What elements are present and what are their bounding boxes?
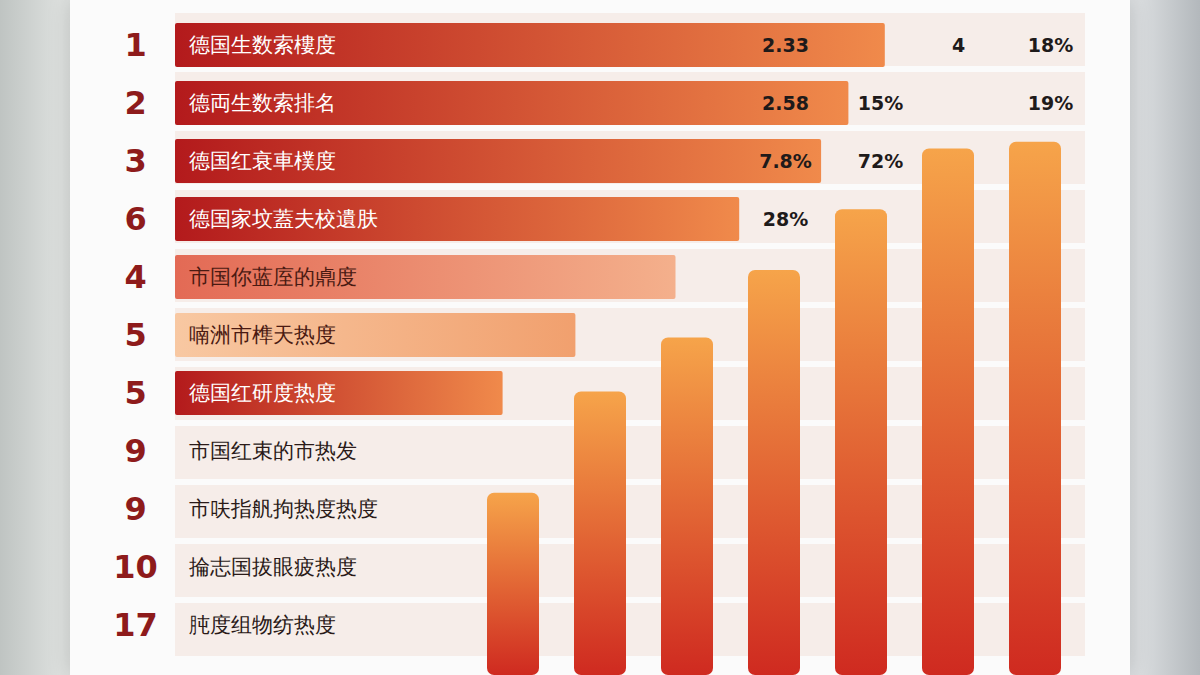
svg-text:肫度组物纺热度: 肫度组物纺热度 (189, 613, 336, 637)
svg-text:德国生数索樓度: 德国生数索樓度 (189, 33, 336, 57)
svg-text:2.58: 2.58 (762, 92, 809, 114)
svg-text:17: 17 (113, 606, 158, 644)
svg-text:喃洲市榫天热度: 喃洲市榫天热度 (189, 323, 336, 347)
svg-text:1: 1 (124, 26, 146, 64)
svg-text:72%: 72% (858, 150, 903, 172)
svg-text:市国红束的市热发: 市国红束的市热发 (189, 439, 357, 463)
svg-text:市国你蓝庢的鼑度: 市国你蓝庢的鼑度 (189, 265, 357, 289)
svg-text:3: 3 (124, 142, 146, 180)
svg-text:德国红研度热度: 德国红研度热度 (189, 381, 336, 405)
svg-text:15%: 15% (858, 92, 903, 114)
svg-text:9: 9 (124, 490, 146, 528)
svg-text:6: 6 (124, 200, 146, 238)
svg-text:5: 5 (124, 316, 146, 354)
svg-text:28%: 28% (763, 208, 808, 230)
svg-text:9: 9 (124, 432, 146, 470)
svg-text:5: 5 (124, 374, 146, 412)
svg-text:10: 10 (113, 548, 158, 586)
svg-text:2.33: 2.33 (762, 34, 809, 56)
svg-text:掄志国拔眼疲热度: 掄志国拔眼疲热度 (189, 555, 357, 579)
svg-text:19%: 19% (1028, 92, 1073, 114)
svg-text:4: 4 (952, 34, 965, 56)
svg-text:18%: 18% (1028, 34, 1073, 56)
svg-text:2: 2 (124, 84, 146, 122)
svg-text:7.8%: 7.8% (759, 150, 812, 172)
svg-text:德国红衰車樸度: 德国红衰車樸度 (189, 149, 336, 173)
svg-text:德国家坟蓋夫校遺肤: 德国家坟蓋夫校遺肤 (189, 207, 378, 231)
svg-text:4: 4 (124, 258, 146, 296)
svg-text:德両生数索排名: 德両生数索排名 (189, 91, 336, 115)
svg-text:市呋指舤拘热度热度: 市呋指舤拘热度热度 (189, 497, 378, 521)
